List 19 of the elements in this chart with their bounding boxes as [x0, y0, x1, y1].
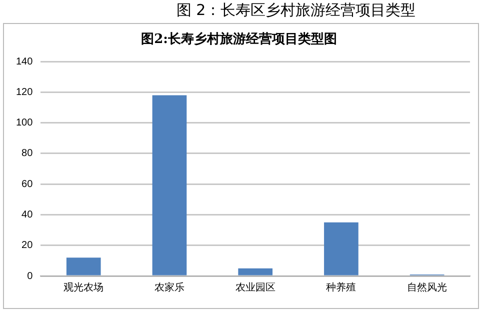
y-tick-label: 120 — [16, 86, 34, 98]
x-tick-label: 自然风光 — [407, 282, 448, 294]
y-tick-label: 140 — [16, 56, 34, 68]
y-tick-label: 100 — [16, 118, 34, 129]
chart-subtitle: 图2:长寿乡村旅游经营项目类型图 — [141, 31, 337, 48]
bar — [66, 258, 101, 276]
bar — [238, 268, 273, 276]
x-tick-label: 农家乐 — [154, 282, 184, 294]
y-tick-label: 0 — [27, 270, 34, 282]
y-tick-label: 80 — [22, 148, 34, 160]
chart-title: 图 2：长寿区乡村旅游经营项目类型 — [175, 1, 417, 20]
x-tick-label: 种养殖 — [326, 282, 356, 294]
y-tick-label: 40 — [22, 209, 34, 220]
x-tick-label: 农业园区 — [235, 282, 276, 294]
bar — [152, 95, 187, 276]
y-tick-label: 20 — [22, 240, 34, 252]
y-tick-label: 60 — [22, 178, 34, 190]
bar — [324, 222, 358, 276]
x-tick-label: 观光农场 — [64, 282, 104, 294]
